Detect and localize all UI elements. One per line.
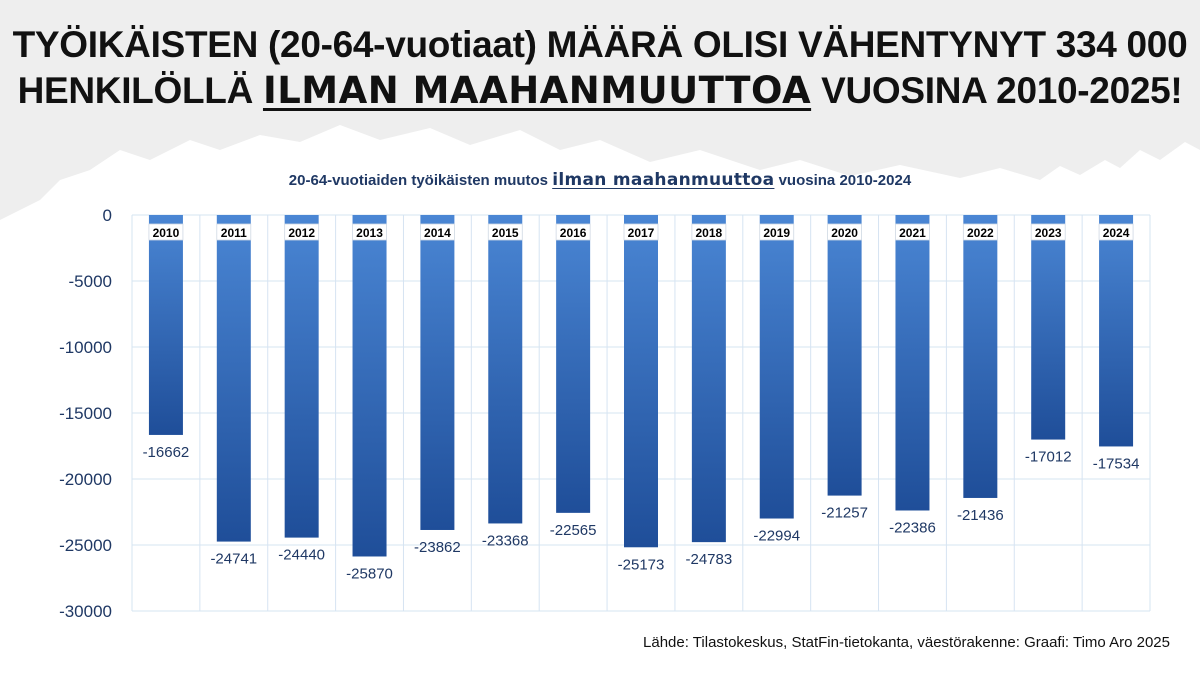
bar [1099,215,1134,447]
category-label: 2015 [492,226,519,240]
category-label-box [827,223,862,241]
category-label: 2022 [967,226,994,240]
y-tick-label: -25000 [59,536,112,555]
bar [691,215,726,543]
page-headline: TYÖIKÄISTEN (20-64-vuotiaat) MÄÄRÄ OLISI… [0,22,1200,114]
data-label: -22565 [550,522,597,539]
category-label: 2020 [831,226,858,240]
bar [963,215,998,498]
data-label: -16662 [143,444,190,461]
category-label: 2017 [628,226,655,240]
data-label: -25870 [346,565,393,582]
category-label-box [1030,223,1066,241]
category-label-box [1098,223,1134,241]
category-label: 2012 [288,226,315,240]
category-label-box [759,223,795,241]
data-label: -24783 [686,551,733,568]
y-tick-label: -30000 [59,602,112,621]
data-label: -23368 [482,532,529,549]
mountain-shape [0,0,1200,220]
bar [488,215,523,524]
headline-line-2-end: VUOSINA 2010-2025! [811,70,1183,111]
bar [284,215,319,538]
data-label: -24741 [210,551,257,568]
y-tick-label: 0 [103,206,112,225]
data-label: -22994 [753,528,800,545]
bar [827,215,862,496]
bar [556,215,591,513]
category-label-box [487,223,523,241]
chart-title-start: 20-64-vuotiaiden työikäisten muutos [288,172,553,189]
category-label-box [284,223,320,241]
y-tick-label: -5000 [69,272,112,291]
category-label-box [623,223,659,241]
category-label: 2013 [356,226,383,240]
data-label: -25173 [618,556,665,573]
headline-line-2: HENKILÖLLÄ ILMAN MAAHANMUUTTOA VUOSINA 2… [0,68,1200,114]
bar [216,215,251,542]
bar [1031,215,1066,440]
category-label-box [555,223,591,241]
data-label: -21436 [957,507,1004,524]
y-tick-label: -20000 [59,470,112,489]
category-label-box [419,223,455,241]
data-label: -24440 [278,547,325,564]
bar [420,215,455,530]
chart-title-end: vuosina 2010-2024 [774,172,912,189]
bar [148,215,183,435]
data-label: -17012 [1025,449,1072,466]
bar [352,215,387,557]
category-label-box [216,223,252,241]
category-label: 2024 [1103,226,1130,240]
data-label: -21257 [821,505,868,522]
data-label: -22386 [889,519,936,536]
data-label: -23862 [414,539,461,556]
bar [624,215,658,548]
source-note: Lähde: Tilastokeskus, StatFin-tietokanta… [643,634,1170,651]
bar [759,215,794,519]
headline-line-1: TYÖIKÄISTEN (20-64-vuotiaat) MÄÄRÄ OLISI… [12,24,1188,65]
category-label: 2023 [1035,226,1062,240]
category-label-box [962,223,998,241]
data-label: -17534 [1093,455,1140,472]
category-label: 2018 [696,226,723,240]
headline-line-2-start: HENKILÖLLÄ [17,70,263,111]
category-label-box [691,223,727,241]
category-label: 2016 [560,226,587,240]
category-label: 2019 [763,226,790,240]
category-label-box [895,223,930,241]
category-label: 2014 [424,226,451,240]
bar [895,215,930,511]
category-label: 2010 [153,226,180,240]
chart-title-emphasis: ilman maahanmuuttoa [552,170,775,190]
category-label: 2011 [221,226,247,240]
category-label-box [352,223,387,241]
chart-title: 20-64-vuotiaiden työikäisten muutos ilma… [0,170,1200,190]
y-tick-label: -10000 [59,338,112,357]
category-label: 2021 [899,226,926,240]
headline-emphasis: ILMAN MAAHANMUUTTOA [262,69,812,112]
category-label-box [148,223,184,241]
y-tick-label: -15000 [59,404,112,423]
